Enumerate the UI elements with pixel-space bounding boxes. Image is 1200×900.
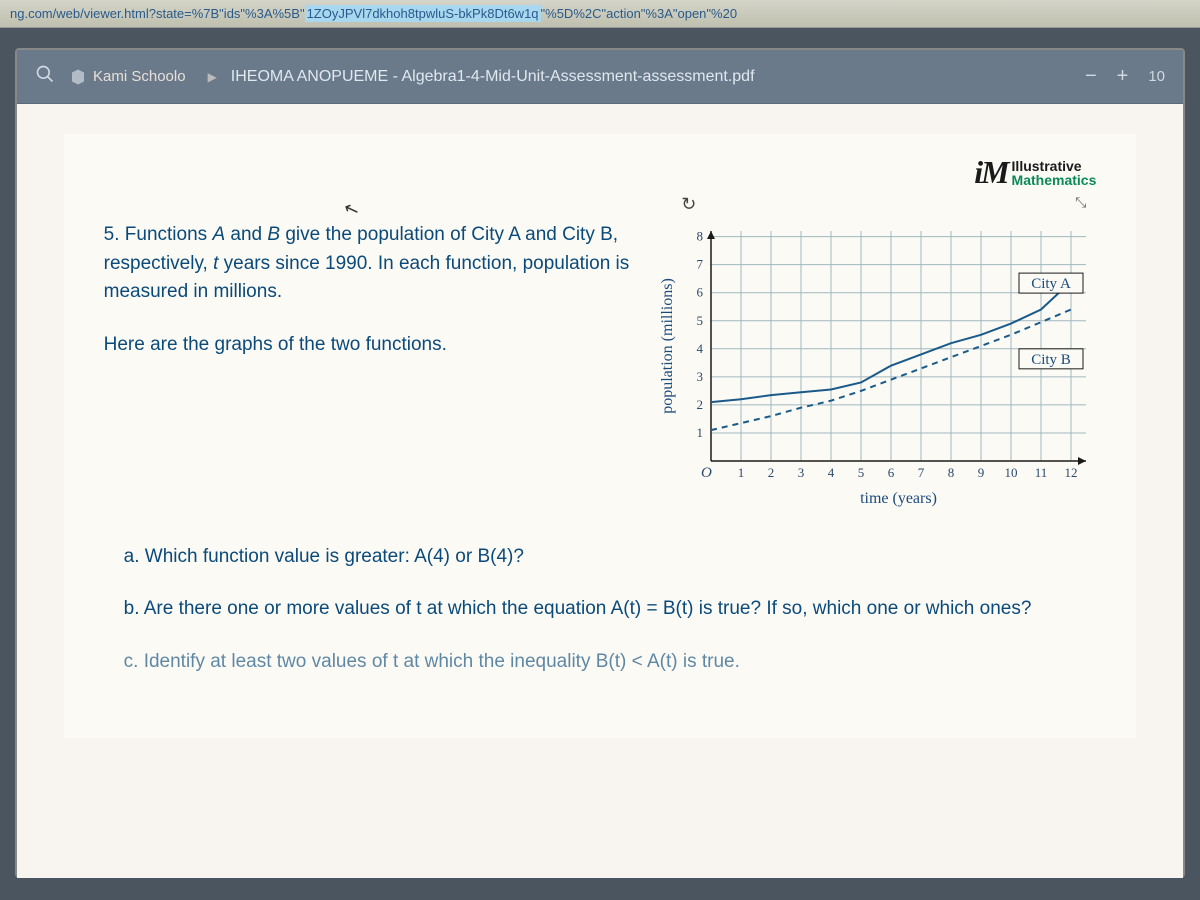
app-toolbar: Kami Schoolo ▶ IHEOMA ANOPUEME - Algebra… <box>17 50 1183 104</box>
svg-text:4: 4 <box>697 341 704 356</box>
cursor-icon: ↖ <box>341 197 362 222</box>
collapse-icon[interactable]: ⤡ <box>1075 194 1086 211</box>
svg-text:5: 5 <box>697 313 704 328</box>
problem-row: 5. Functions A and B give the population… <box>104 221 1097 511</box>
svg-text:3: 3 <box>697 369 704 384</box>
svg-text:6: 6 <box>697 285 704 300</box>
refresh-icon: ↻ <box>681 194 696 215</box>
toolbar-right: − + 10 <box>1085 65 1165 88</box>
pdf-page: ↖ ↻ ⤡ iM Illustrative Mathematics 5. Fun… <box>64 134 1137 738</box>
svg-text:11: 11 <box>1035 465 1048 480</box>
url-suffix: "%5D%2C"action"%3A"open"%20 <box>541 6 738 21</box>
svg-text:time (years): time (years) <box>860 490 937 507</box>
question-a: a. Which function value is greater: A(4)… <box>104 541 1097 573</box>
svg-text:8: 8 <box>697 229 704 244</box>
illustrative-math-logo: iM Illustrative Mathematics <box>974 154 1096 191</box>
svg-text:3: 3 <box>798 465 805 480</box>
app-name-label[interactable]: Kami Schoolo <box>69 68 186 86</box>
svg-text:5: 5 <box>858 465 865 480</box>
svg-text:10: 10 <box>1005 465 1018 480</box>
svg-text:2: 2 <box>768 465 775 480</box>
svg-text:2: 2 <box>697 397 704 412</box>
population-chart: 12345678910111212345678Otime (years)popu… <box>656 221 1096 511</box>
document-title: IHEOMA ANOPUEME - Algebra1-4-Mid-Unit-As… <box>231 68 1071 86</box>
zoom-out-button[interactable]: − <box>1085 65 1097 88</box>
logo-line2: Mathematics <box>1012 173 1097 187</box>
svg-text:1: 1 <box>697 425 704 440</box>
question-c: c. Identify at least two values of t at … <box>104 646 1097 678</box>
logo-line1: Illustrative <box>1012 159 1097 173</box>
logo-row: iM Illustrative Mathematics <box>104 154 1097 191</box>
svg-text:City A: City A <box>1032 276 1072 292</box>
svg-text:7: 7 <box>697 257 704 272</box>
sub-questions: a. Which function value is greater: A(4)… <box>104 541 1097 678</box>
logo-mark: iM <box>974 154 1007 191</box>
svg-text:6: 6 <box>888 465 895 480</box>
document-viewport[interactable]: ↖ ↻ ⤡ iM Illustrative Mathematics 5. Fun… <box>17 104 1183 878</box>
svg-text:4: 4 <box>828 465 835 480</box>
problem-second-para: Here are the graphs of the two functions… <box>104 331 637 360</box>
url-prefix: ng.com/web/viewer.html?state=%7B"ids"%3A… <box>10 6 305 21</box>
question-b: b. Are there one or more values of t at … <box>104 593 1097 625</box>
search-icon[interactable] <box>35 64 55 89</box>
svg-text:O: O <box>701 465 712 481</box>
svg-text:City B: City B <box>1032 352 1072 368</box>
browser-url-bar[interactable]: ng.com/web/viewer.html?state=%7B"ids"%3A… <box>0 0 1200 28</box>
problem-text: 5. Functions A and B give the population… <box>104 221 637 383</box>
svg-text:1: 1 <box>738 465 745 480</box>
zoom-level: 10 <box>1148 68 1165 85</box>
url-highlight: 1ZOyJPVl7dkhoh8tpwluS-bkPk8Dt6w1q <box>305 5 541 22</box>
svg-text:9: 9 <box>978 465 985 480</box>
svg-text:8: 8 <box>948 465 955 480</box>
svg-text:population (millions): population (millions) <box>659 278 676 414</box>
svg-text:7: 7 <box>918 465 925 480</box>
app-frame: Kami Schoolo ▶ IHEOMA ANOPUEME - Algebra… <box>15 48 1185 878</box>
breadcrumb-caret-icon: ▶ <box>208 70 217 84</box>
zoom-in-button[interactable]: + <box>1117 65 1129 88</box>
question-number: 5. <box>104 224 120 245</box>
svg-text:12: 12 <box>1065 465 1078 480</box>
